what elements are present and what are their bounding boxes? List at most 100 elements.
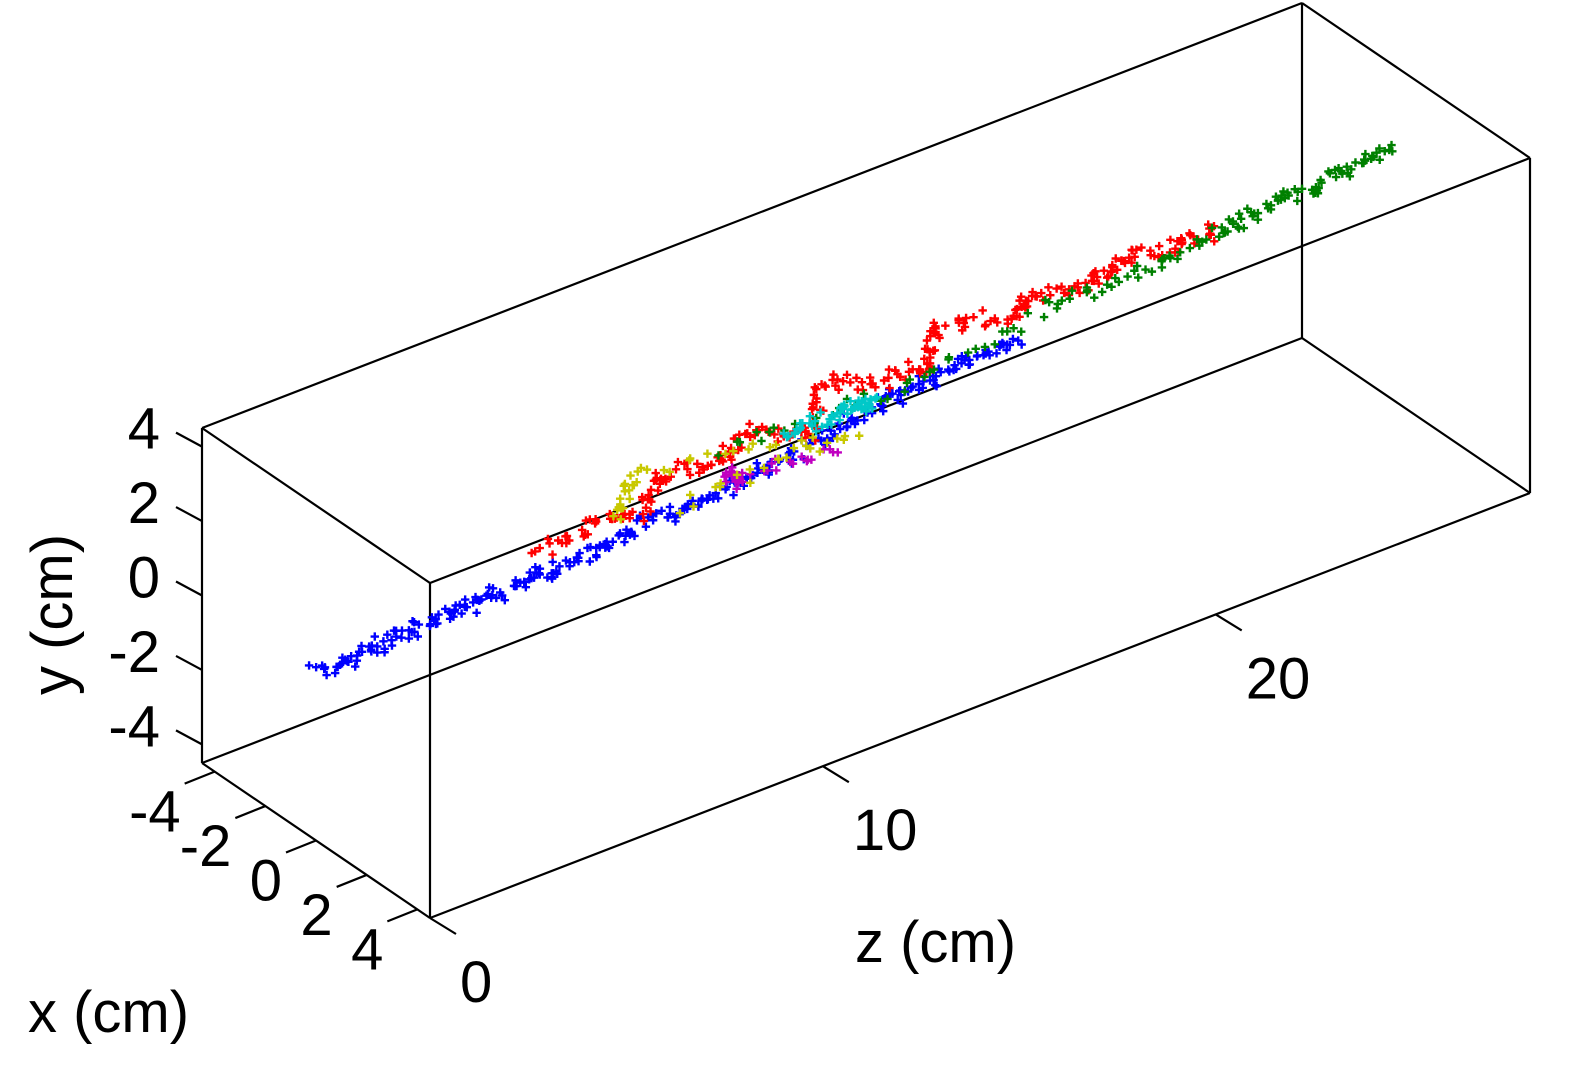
data-point [657, 506, 666, 516]
data-point [1099, 266, 1109, 275]
data-point [810, 416, 820, 426]
data-point [795, 419, 805, 428]
data-point [810, 383, 819, 392]
data-point [1220, 228, 1230, 237]
data-point [646, 485, 656, 495]
data-point [698, 462, 707, 472]
data-point [1178, 238, 1187, 247]
data-point [884, 373, 893, 383]
data-point [833, 448, 842, 457]
data-point [893, 370, 902, 379]
data-point [1023, 309, 1033, 318]
data-point [333, 662, 342, 672]
x-tick [285, 839, 317, 854]
data-point [898, 399, 908, 408]
data-point [743, 429, 752, 438]
data-point [659, 465, 669, 475]
data-point [1127, 258, 1136, 267]
data-point [784, 431, 793, 441]
data-point [656, 474, 666, 483]
data-point [616, 515, 625, 524]
data-point [673, 457, 683, 467]
data-series [779, 392, 882, 442]
data-point [1210, 237, 1219, 246]
data-point [1134, 273, 1143, 282]
data-point [868, 379, 877, 388]
data-point [1185, 243, 1195, 253]
data-point [788, 459, 798, 468]
data-point [1234, 224, 1244, 233]
data-point [322, 670, 331, 680]
data-point [413, 632, 422, 641]
y-tick-label: 4 [128, 397, 160, 462]
data-point [963, 348, 973, 357]
data-point [695, 468, 704, 477]
data-point [1234, 209, 1244, 218]
data-point [595, 541, 605, 550]
data-point [1207, 223, 1217, 233]
x-tick [234, 805, 266, 820]
box-edge [429, 491, 1531, 920]
box-edge [201, 336, 1303, 765]
data-point [789, 443, 799, 453]
data-point [831, 381, 840, 390]
data-point [711, 482, 720, 492]
data-point [1111, 254, 1120, 263]
data-point [1107, 282, 1116, 292]
data-point [804, 429, 813, 439]
y-tick-label: 2 [128, 471, 160, 536]
data-point [1060, 288, 1069, 298]
data-point [1075, 288, 1084, 298]
data-point [900, 387, 909, 396]
data-point [735, 438, 745, 447]
x-tick-label: -2 [180, 814, 232, 879]
data-point [1114, 277, 1124, 287]
data-point [714, 494, 723, 503]
data-point [472, 608, 481, 617]
data-point [926, 327, 935, 336]
data-point [807, 421, 817, 430]
data-point [434, 610, 443, 619]
data-point [1253, 208, 1263, 218]
data-point [703, 449, 712, 458]
data-point [683, 464, 692, 474]
data-point [978, 306, 987, 315]
data-point [609, 512, 618, 521]
x-tick [386, 908, 418, 923]
data-point [477, 595, 486, 604]
data-point [729, 446, 738, 456]
y-tick [175, 431, 203, 448]
data-point [357, 641, 366, 651]
y-tick [175, 654, 203, 671]
data-point [721, 477, 731, 487]
data-point [993, 318, 1002, 327]
data-point [835, 415, 844, 425]
data-point [561, 532, 570, 541]
data-point [860, 415, 869, 425]
data-point [565, 562, 574, 571]
data-point [812, 394, 821, 403]
data-point [960, 322, 970, 332]
data-point [1325, 169, 1335, 178]
data-point [671, 465, 681, 474]
data-point [636, 463, 646, 473]
data-point [792, 425, 801, 434]
y-tick-label: -4 [108, 694, 160, 759]
data-point [1175, 248, 1185, 257]
data-point [846, 378, 855, 387]
x-axis-label: x (cm) [28, 980, 189, 1045]
data-point [433, 619, 442, 628]
data-point [1094, 279, 1103, 288]
data-point [931, 324, 940, 333]
data-point [548, 557, 557, 567]
data-point [872, 392, 882, 402]
data-point [1017, 327, 1026, 336]
data-point [1067, 286, 1077, 295]
data-point [854, 431, 864, 440]
data-point [923, 345, 932, 354]
data-point [1276, 195, 1286, 204]
data-point [1347, 165, 1356, 174]
data-point [807, 455, 816, 464]
data-point [1236, 214, 1246, 223]
data-point [1028, 287, 1037, 297]
